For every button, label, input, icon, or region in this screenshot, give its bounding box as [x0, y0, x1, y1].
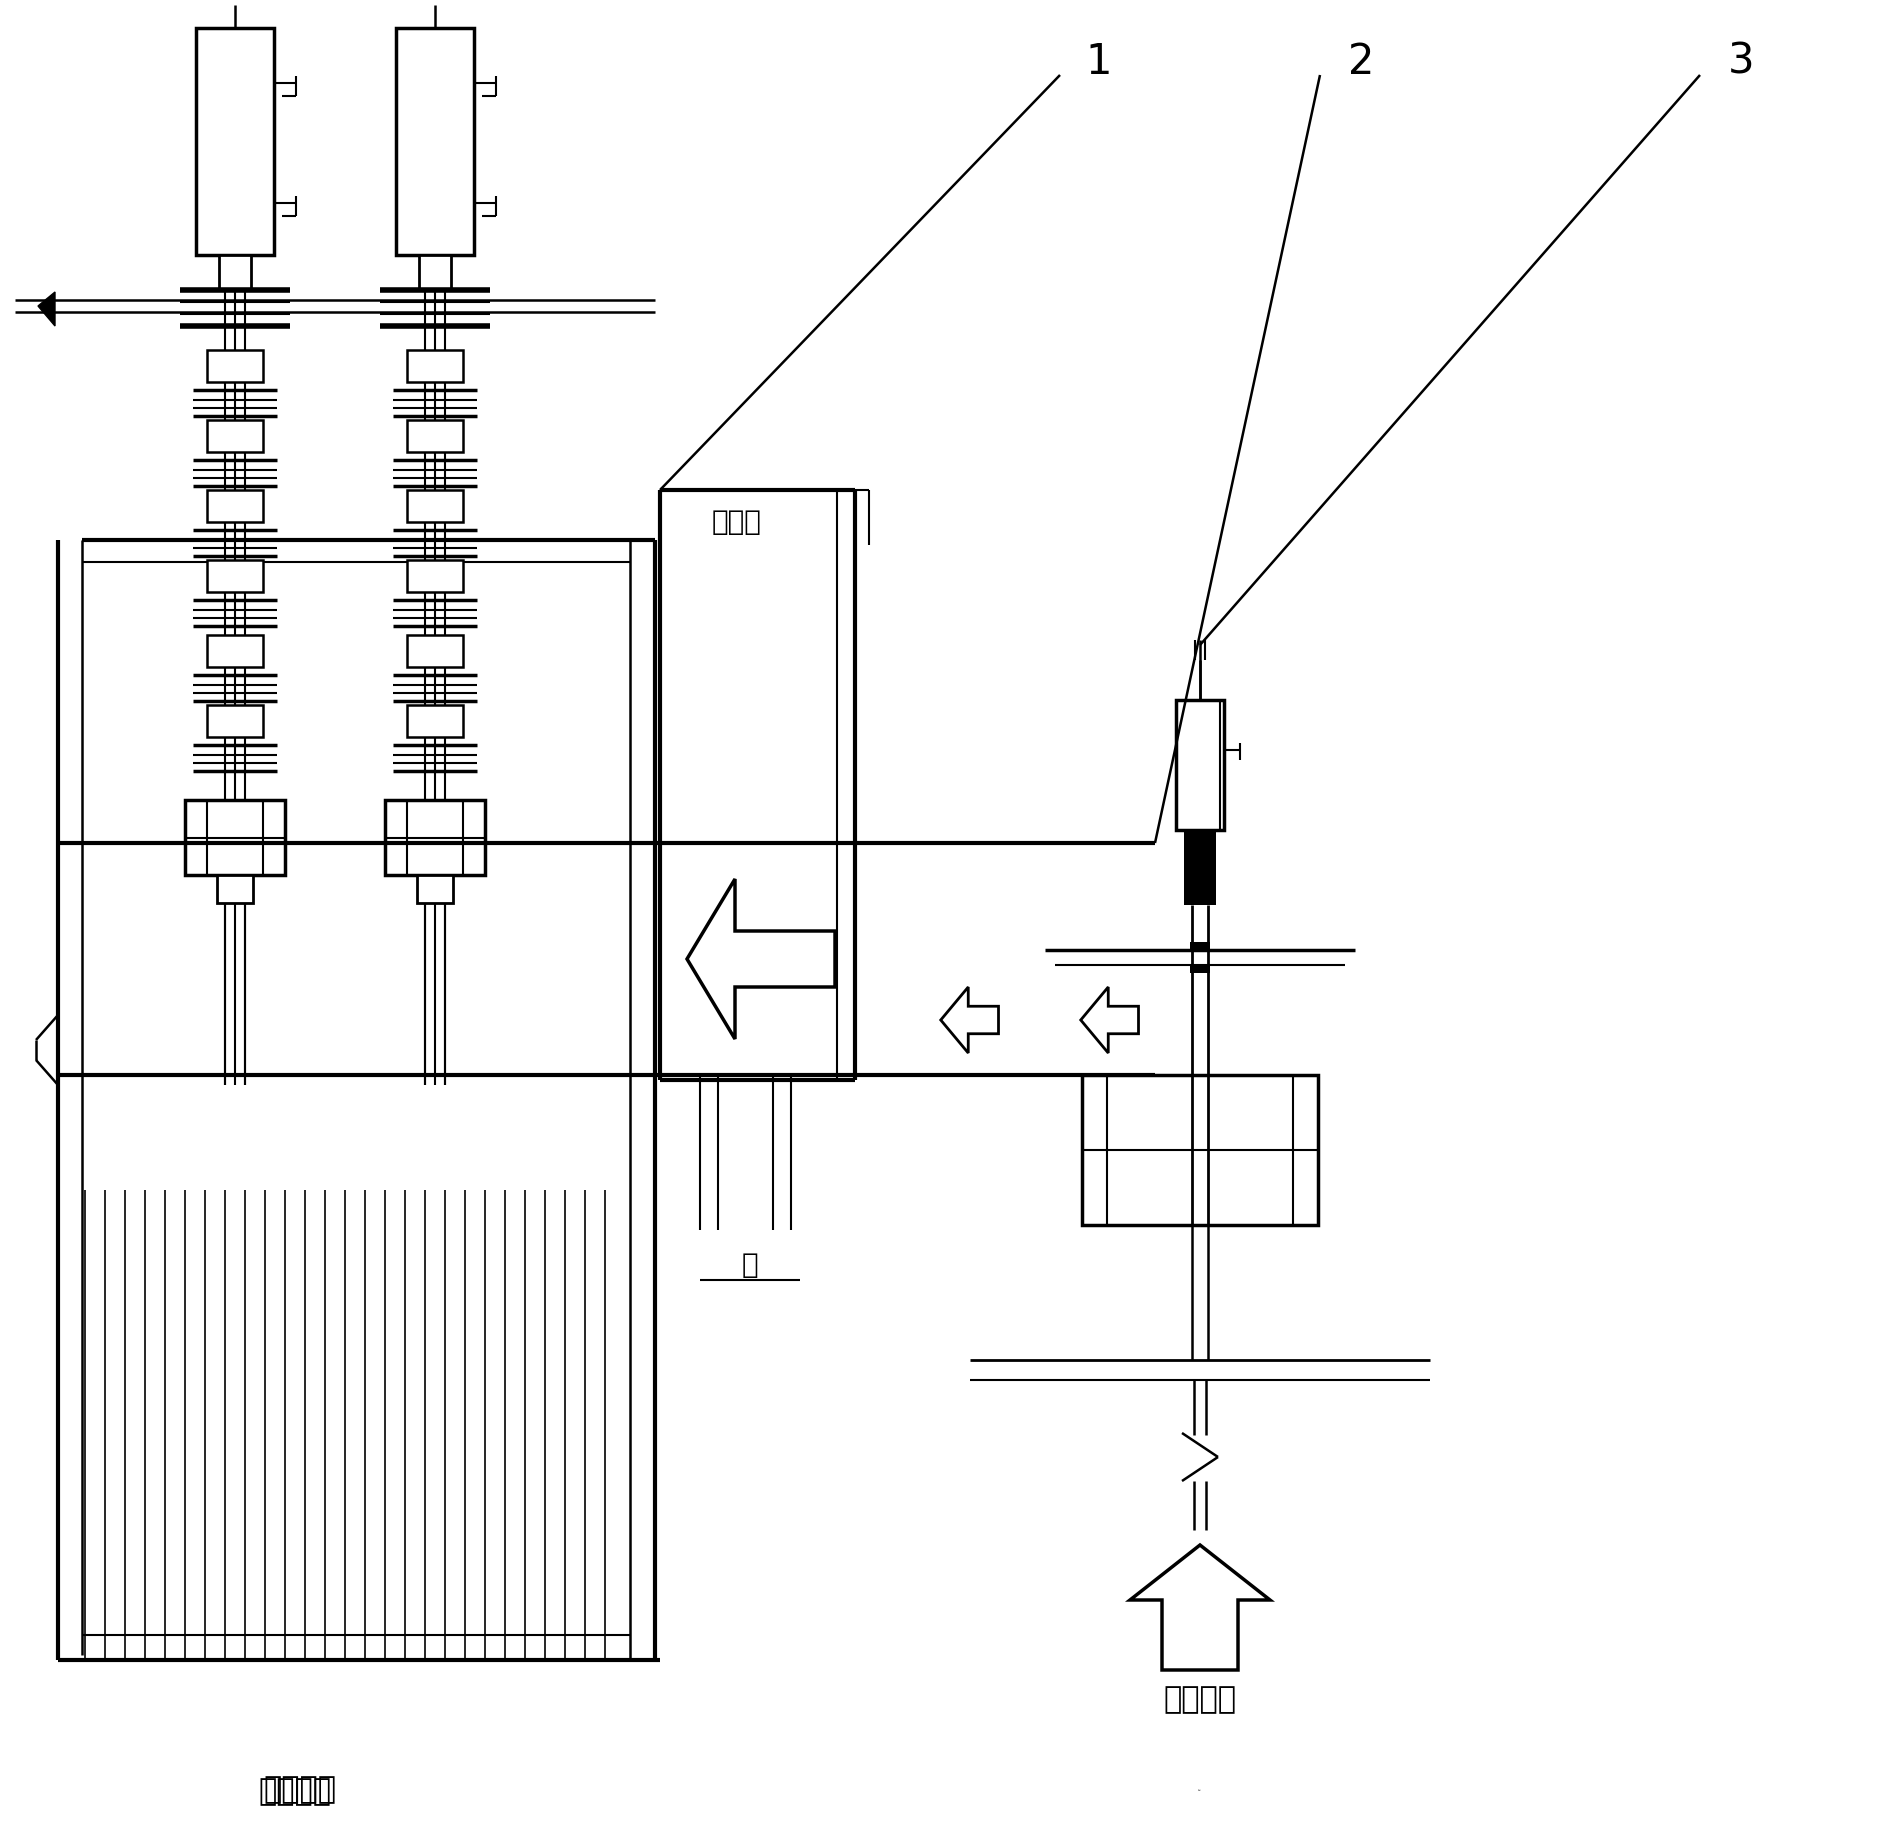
Bar: [186, 800, 284, 876]
Bar: [1189, 964, 1210, 974]
Bar: [206, 561, 263, 592]
Text: 1: 1: [1085, 41, 1112, 83]
Text: 3: 3: [1727, 41, 1754, 83]
Bar: [206, 420, 263, 452]
Bar: [206, 704, 263, 738]
Bar: [1184, 830, 1216, 905]
Bar: [407, 491, 462, 522]
Polygon shape: [941, 987, 998, 1053]
Bar: [1189, 942, 1210, 950]
Bar: [220, 254, 252, 290]
Bar: [417, 876, 453, 904]
Text: 滤尘分室: 滤尘分室: [258, 1778, 331, 1807]
Bar: [407, 420, 462, 452]
Bar: [407, 634, 462, 668]
Bar: [195, 28, 275, 254]
Polygon shape: [38, 291, 55, 326]
Bar: [384, 800, 485, 876]
Text: 滤尘分室: 滤尘分室: [263, 1776, 337, 1805]
Bar: [206, 350, 263, 382]
Polygon shape: [688, 880, 835, 1038]
Bar: [206, 634, 263, 668]
Bar: [218, 876, 254, 904]
Bar: [1081, 1075, 1318, 1224]
Polygon shape: [1081, 987, 1138, 1053]
Bar: [1176, 701, 1224, 830]
Polygon shape: [1131, 1545, 1271, 1671]
Text: 反吹风道: 反吹风道: [1163, 1685, 1237, 1715]
Bar: [206, 491, 263, 522]
Text: 2: 2: [1349, 41, 1375, 83]
Bar: [407, 561, 462, 592]
Bar: [396, 28, 474, 254]
Text: 簽: 簽: [742, 1250, 758, 1280]
Bar: [407, 350, 462, 382]
Text: 净气室: 净气室: [712, 507, 761, 537]
Bar: [407, 704, 462, 738]
Bar: [419, 254, 451, 290]
